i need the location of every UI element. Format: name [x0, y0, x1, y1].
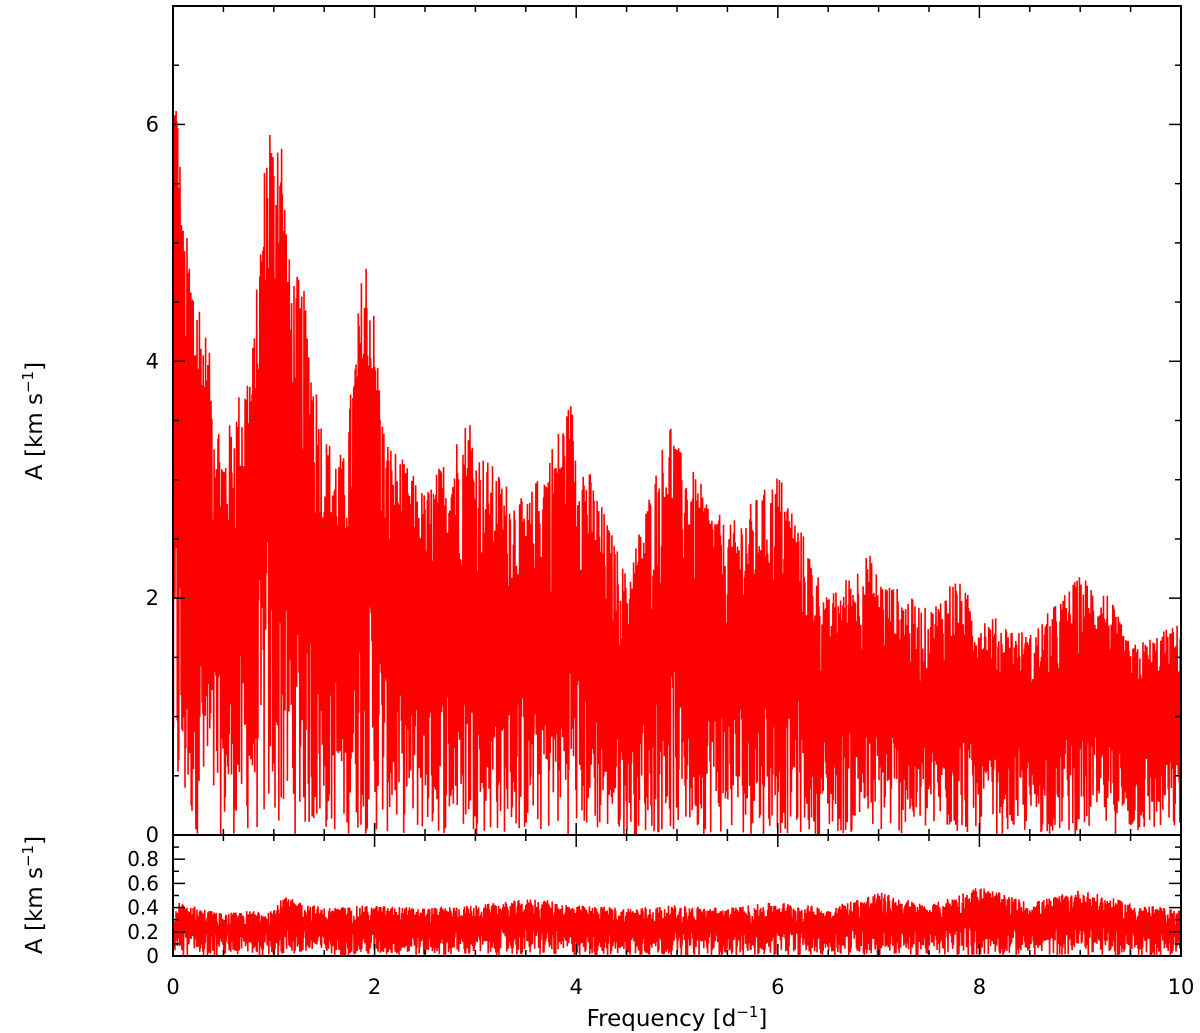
x-tick-label: 0 [166, 975, 179, 999]
residual-y-tick-label: 0.4 [127, 896, 159, 920]
residual-y-tick-label: 0.8 [127, 847, 159, 871]
main-panel: 0 2 4 6 A [km s−1] [19, 5, 1182, 847]
x-tick-label: 8 [973, 975, 986, 999]
x-tick-label: 2 [368, 975, 381, 999]
main-y-axis-title: A [km s−1] [19, 362, 48, 480]
residual-y-tick-label: 0 [146, 944, 159, 968]
x-tick-labels: 0 2 4 6 8 10 [166, 975, 1194, 999]
residual-y-tick-label: 0.2 [127, 920, 159, 944]
residual-axis-ticks [172, 834, 1182, 957]
x-axis-title: Frequency [d−1] [587, 1003, 768, 1032]
x-tick-label: 10 [1168, 975, 1195, 999]
residual-panel: 00.20.40.60.8 A [km s−1] [19, 834, 1182, 968]
residual-y-tick-label: 0.6 [127, 871, 159, 895]
x-tick-label: 6 [771, 975, 784, 999]
x-tick-label: 4 [570, 975, 583, 999]
residual-y-tick-labels: 00.20.40.60.8 [127, 847, 159, 968]
residual-amplitude-series [173, 888, 1181, 956]
residual-amplitude-line [173, 888, 1181, 956]
main-amplitude-series [173, 110, 1181, 835]
main-amplitude-line [173, 110, 1181, 835]
main-y-tick-label: 4 [146, 349, 159, 373]
main-y-tick-labels: 0 2 4 6 [146, 112, 159, 847]
main-y-tick-label: 6 [146, 112, 159, 136]
residual-y-axis-title: A [km s−1] [19, 836, 48, 954]
main-y-tick-label: 2 [146, 586, 159, 610]
main-y-tick-label: 0 [146, 823, 159, 847]
